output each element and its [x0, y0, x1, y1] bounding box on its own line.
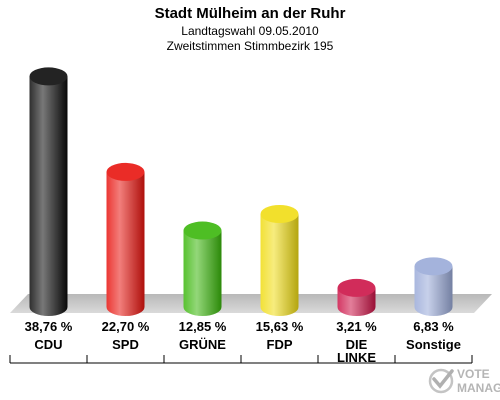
bar-body	[414, 266, 453, 316]
category-ticks-group	[9, 355, 473, 363]
vote-check-logo-icon	[428, 368, 454, 394]
bar-top	[106, 162, 145, 181]
vote-manager-logo: VOTE MANAGER	[428, 367, 500, 395]
value-label: 12,85 %	[179, 319, 227, 334]
bar	[337, 278, 376, 316]
category-label: SPD	[112, 337, 139, 352]
bar-top	[29, 67, 68, 86]
category-label: GRÜNE	[179, 337, 226, 352]
category-label: LINKE	[337, 350, 376, 365]
value-labels-group: 38,76 % 22,70 % 12,85 % 15,63 % 3,21 % 6,83 %	[25, 319, 455, 334]
bar-top	[337, 278, 376, 297]
bar-body	[260, 214, 299, 316]
value-label: 22,70 %	[102, 319, 150, 334]
bar	[414, 257, 453, 316]
chart-title: Stadt Mülheim an der Ruhr	[155, 5, 346, 22]
logo-text-line-2: MANAGER	[457, 381, 500, 395]
checkmark-icon	[432, 369, 454, 389]
logo-text-line-1: VOTE	[457, 367, 490, 381]
bar	[260, 205, 299, 316]
chart-subtitle-line-2: Zweitstimmen Stimmbezirk 195	[167, 39, 334, 53]
bars-group	[29, 67, 453, 317]
bar-body	[106, 171, 145, 316]
value-label: 3,21 %	[336, 319, 377, 334]
category-label: DIE	[346, 337, 368, 352]
value-label: 15,63 %	[256, 319, 304, 334]
bar	[183, 221, 222, 316]
category-label: FDP	[267, 337, 293, 352]
bar	[29, 67, 68, 317]
chart-subtitle-line-1: Landtagswahl 09.05.2010	[181, 24, 319, 38]
category-label: CDU	[34, 337, 62, 352]
bar	[106, 162, 145, 316]
value-label: 38,76 %	[25, 319, 73, 334]
bar-body	[29, 76, 68, 317]
value-label: 6,83 %	[413, 319, 454, 334]
bar-top	[260, 205, 299, 224]
bar-top	[414, 257, 453, 276]
bar-body	[183, 230, 222, 316]
bar-top	[183, 221, 222, 240]
category-label: Sonstige	[406, 337, 461, 352]
